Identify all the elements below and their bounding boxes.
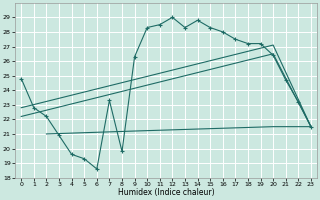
X-axis label: Humidex (Indice chaleur): Humidex (Indice chaleur) <box>118 188 214 197</box>
